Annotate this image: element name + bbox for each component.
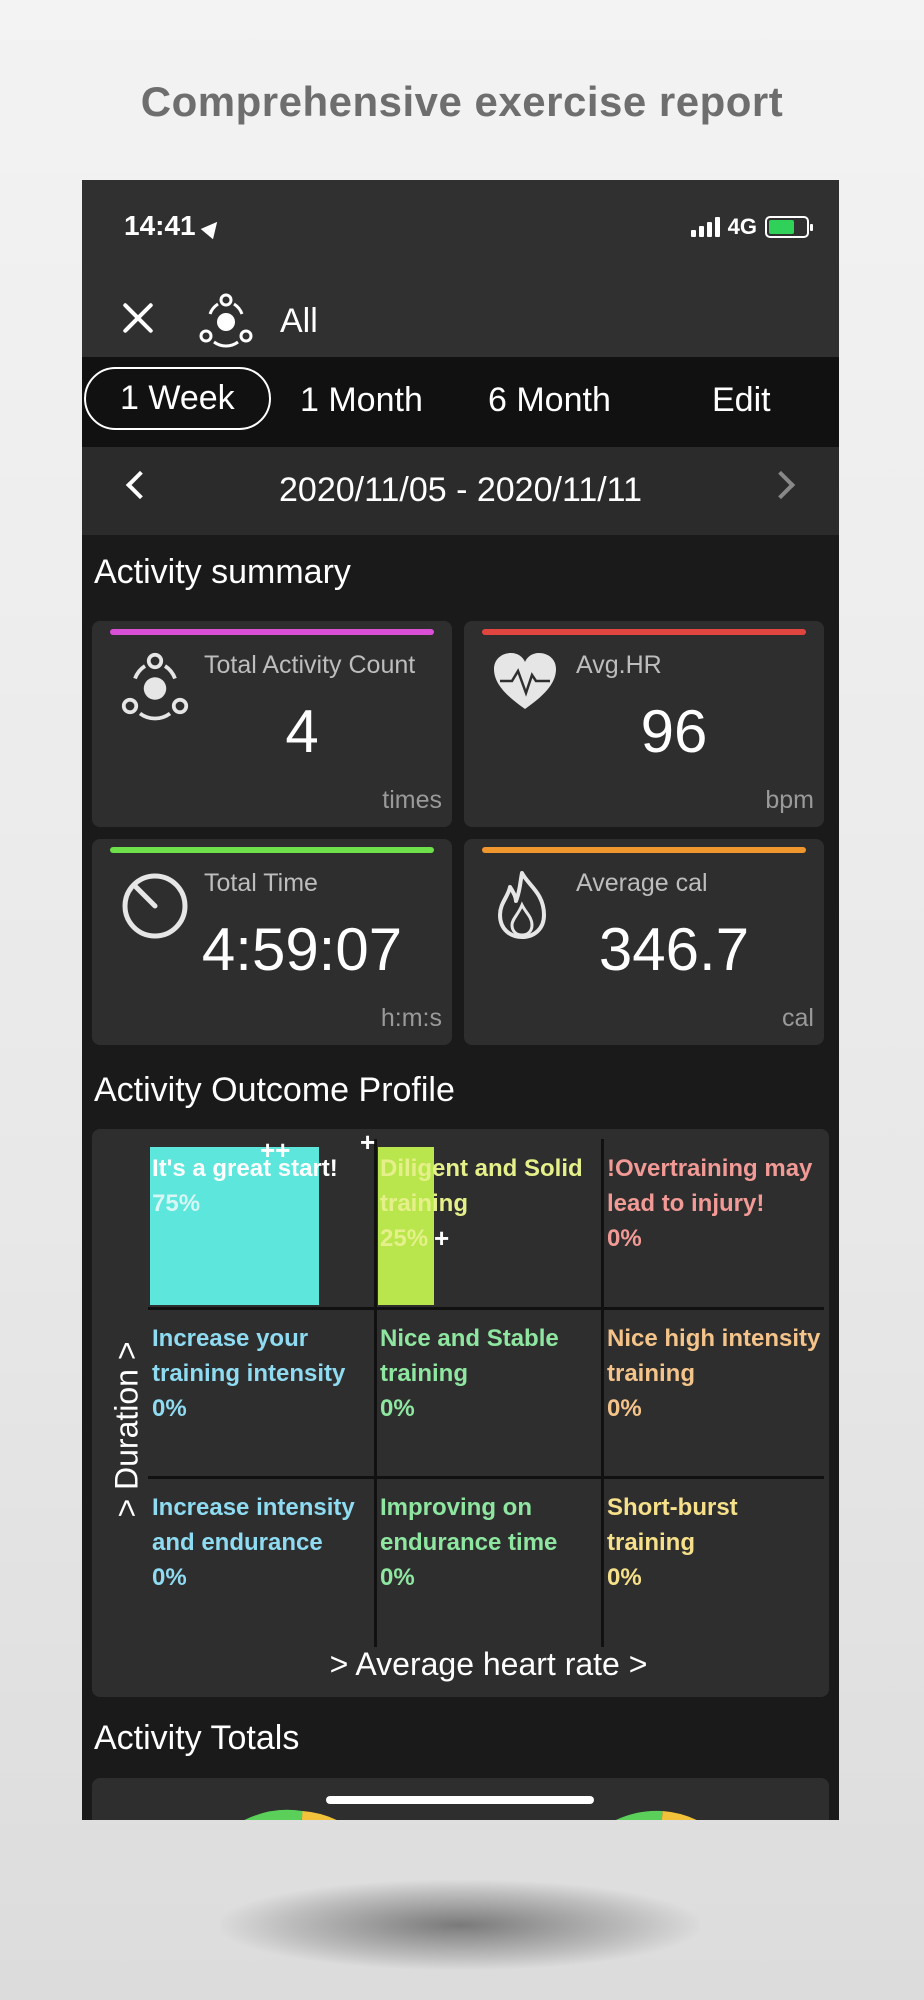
outcome-cell[interactable]: Increase intensity and endurance 0% [148,1486,373,1654]
card-label: Avg.HR [576,651,662,679]
outcome-cell-label: Short-burst training [607,1494,738,1556]
outcome-cell-percent: 0% [607,1225,642,1252]
outcome-cell-percent: 0% [152,1395,187,1422]
outcome-cell-label: Improving on endurance time [380,1494,558,1556]
outcome-cell-label: Nice high intensity training [607,1325,821,1387]
heart-rate-axis-label: > Average heart rate > [329,1646,648,1682]
outcome-cell[interactable]: Nice high intensity training 0% [603,1317,828,1485]
summary-cards: Total Activity Count 4 times Avg.HR 96 b… [82,621,839,1045]
duration-axis-label: > Duration > [108,1340,145,1518]
tab-1-month[interactable]: 1 Month [300,381,423,419]
outcome-bar [378,1147,434,1305]
outcome-cell-percent: 0% [380,1564,415,1591]
activity-outcome-title: Activity Outcome Profile [94,1071,455,1109]
phone-screen: 14:41 4G All 1 Week 1 Month 6 Month Edit [82,180,839,1820]
outcome-cell-percent: 0% [380,1395,415,1422]
outcome-cell[interactable]: Improving on endurance time 0% [376,1486,601,1654]
activity-summary-title: Activity summary [94,553,351,591]
card-label: Total Activity Count [204,651,416,679]
average-cal-card[interactable]: Average cal 346.7 cal [464,839,824,1045]
battery-icon [765,216,813,238]
outcome-profile-grid: > Duration > ++ + + It's a great start! 7… [92,1127,829,1697]
tab-1-week[interactable]: 1 Week [84,367,271,430]
filter-label[interactable]: All [280,302,318,340]
outcome-cell[interactable]: Nice and Stable training 0% [376,1317,601,1485]
card-unit: cal [782,1004,814,1032]
outcome-cell-label: Increase intensity and endurance [152,1494,355,1556]
flame-icon [498,871,546,939]
card-value: 4 [285,698,319,765]
outcome-cell-label: It's a great start! [152,1155,338,1182]
card-label: Total Time [204,869,318,897]
activity-icon[interactable] [198,292,254,348]
total-time-card[interactable]: Total Time 4:59:07 h:m:s [92,839,452,1045]
outcome-cell-percent: 0% [607,1395,642,1422]
network-label: 4G [727,214,757,239]
edit-button[interactable]: Edit [712,381,771,419]
outcome-cell-label: Diligent and Solid training [380,1155,583,1217]
card-label: Average cal [576,869,708,897]
card-value: 4:59:07 [201,916,403,983]
totals-donut-charts [244,1809,697,1820]
activity-totals-title: Activity Totals [94,1719,300,1757]
outcome-cell[interactable]: It's a great start! 75% [148,1147,373,1315]
phone-shadow [220,1880,700,1970]
heart-rate-icon [494,653,556,709]
top-bar: All [82,280,839,357]
card-unit: h:m:s [380,1004,442,1032]
outcome-cell[interactable]: Short-burst training 0% [603,1486,828,1654]
page-headline: Comprehensive exercise report [140,78,784,125]
outcome-cell-label: Nice and Stable training [380,1325,559,1387]
outcome-cell[interactable]: Increase your training intensity 0% [148,1317,373,1485]
tab-6-month[interactable]: 6 Month [488,381,611,419]
outcome-cell-label: Increase your training intensity [152,1325,346,1387]
card-unit: times [382,786,442,814]
card-value: 346.7 [598,916,750,983]
card-value: 96 [640,698,708,765]
home-indicator[interactable] [326,1796,594,1804]
activity-icon [121,652,189,721]
outcome-bar [150,1147,319,1305]
outcome-cell-percent: 0% [152,1564,187,1591]
avg-hr-card[interactable]: Avg.HR 96 bpm [464,621,824,827]
outcome-matrix: ++ + + It's a great start! 75% Diligent an… [148,1127,824,1647]
date-range: 2020/11/05 - 2020/11/11 [279,471,642,509]
outcome-cell-percent: 25% [380,1225,429,1252]
status-time: 14:41 [124,210,223,242]
close-icon[interactable] [120,300,156,336]
status-bar: 14:41 4G [82,180,839,280]
outcome-cell-percent: 0% [607,1564,642,1591]
total-activity-count-card[interactable]: Total Activity Count 4 times [92,621,452,827]
outcome-cell-percent: 75% [152,1190,201,1217]
outcome-cell[interactable]: Diligent and Solid training 25% [376,1147,601,1315]
location-arrow-icon [200,216,223,239]
outcome-cell-label: !Overtraining may lead to injury! [607,1155,813,1217]
period-tabs: 1 Week 1 Month 6 Month Edit [82,357,839,447]
card-unit: bpm [765,786,814,814]
signal-icon [690,217,720,237]
date-navigator: 2020/11/05 - 2020/11/11 [82,447,839,535]
timer-icon [122,873,188,939]
outcome-cell[interactable]: !Overtraining may lead to injury! 0% [603,1147,828,1315]
